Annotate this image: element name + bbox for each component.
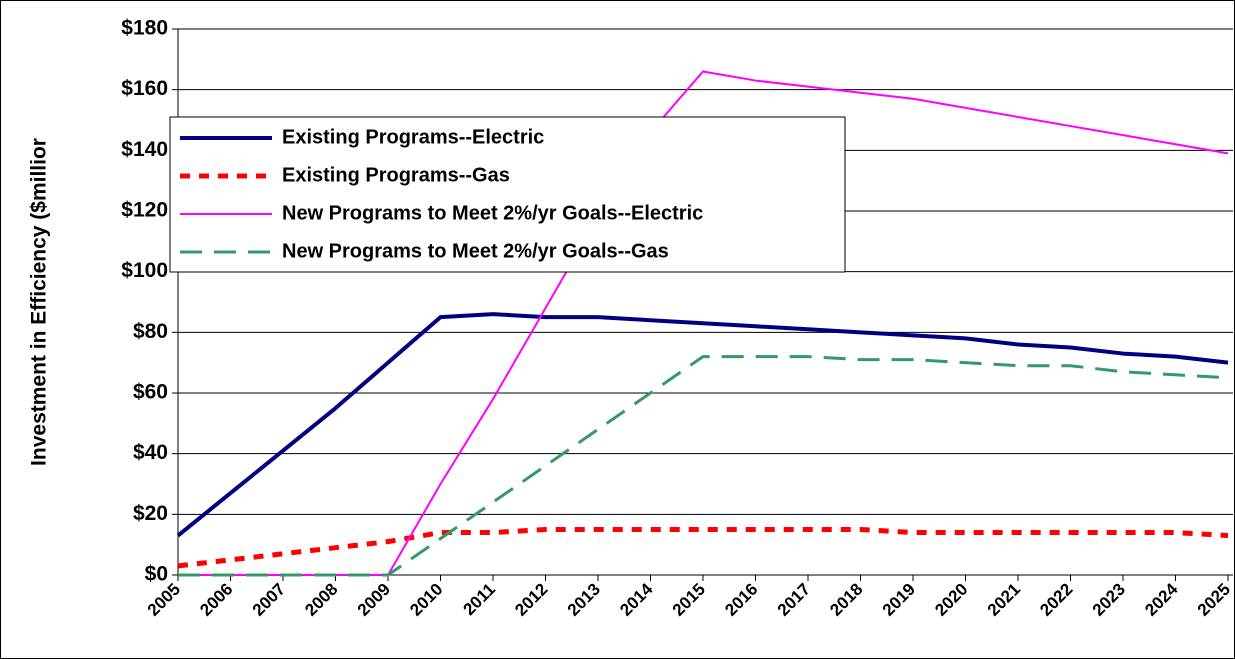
y-tick-label: $120 [121,199,168,222]
y-tick-label: $0 [145,563,168,586]
y-tick-label: $80 [133,320,168,343]
legend-label: Existing Programs--Gas [282,164,510,186]
y-tick-label: $100 [121,259,168,282]
series-line [178,355,1229,577]
y-axis-label: Investment in Efficiency ($millior [28,138,51,466]
y-tick-label: $60 [133,381,168,404]
series-line [177,527,1229,569]
y-tick-label: $180 [121,17,168,40]
y-tick-label: $40 [133,441,168,464]
legend-label: New Programs to Meet 2%/yr Goals--Electr… [282,202,703,224]
y-tick-label: $160 [121,77,168,100]
y-tick-label: $140 [121,138,168,161]
series-line [176,312,1229,538]
legend-label: Existing Programs--Electric [282,126,544,148]
legend-label: New Programs to Meet 2%/yr Goals--Gas [282,240,669,262]
y-tick-label: $20 [133,502,168,525]
legend-box [169,116,846,273]
